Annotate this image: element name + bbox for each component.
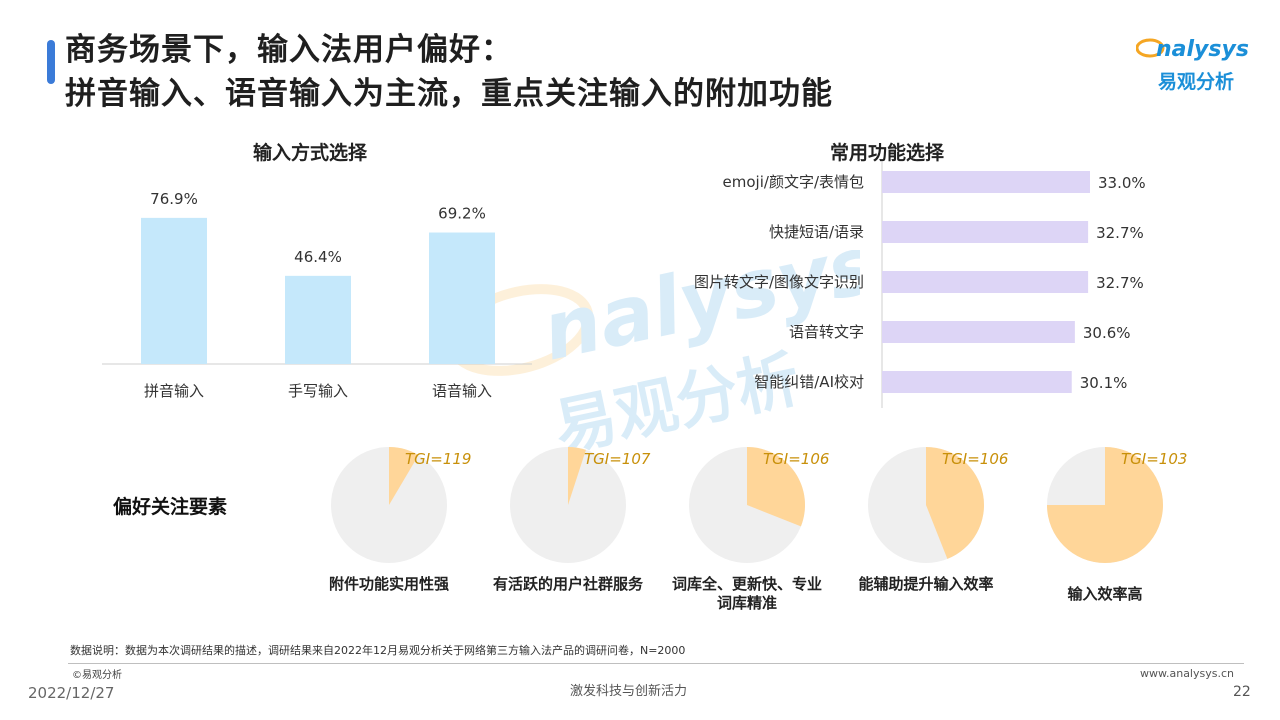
pie-tgi-label-2: TGI=107 <box>584 450 651 468</box>
hbar-category-label-4: 语音转文字 <box>789 323 864 341</box>
hbar-category-label-1: emoji/颜文字/表情包 <box>723 173 864 191</box>
hbar-category-label-3: 图片转文字/图像文字识别 <box>694 273 864 291</box>
input-method-bar-chart: 76.9% 拼音输入 46.4% 手写输入 69.2% 语音输入 <box>102 190 532 400</box>
logo-swoosh-icon <box>1136 38 1165 58</box>
hbar-value-label-4: 30.6% <box>1083 324 1131 342</box>
pie-caption-2: 有活跃的用户社群服务 <box>493 575 644 593</box>
logo-cn-text: 易观分析 <box>1158 70 1234 93</box>
footer-slogan: 激发科技与创新活力 <box>570 684 688 699</box>
hbar-value-label-3: 32.7% <box>1096 274 1144 292</box>
data-footnote: 数据说明：数据为本次调研结果的描述，调研结果来自2022年12月易观分析关于网络… <box>70 644 686 657</box>
bar-3 <box>429 232 495 364</box>
hbar-category-label-5: 智能纠错/AI校对 <box>754 373 864 391</box>
footer-divider <box>68 663 1244 664</box>
footer-brand-text: 易观分析 <box>82 670 122 681</box>
bar-1 <box>141 217 207 364</box>
pie-tgi-label-3: TGI=106 <box>763 450 829 468</box>
page-title-line-1: 商务场景下，输入法用户偏好： <box>65 32 513 68</box>
bar-category-label-3: 语音输入 <box>432 382 492 400</box>
hbar-3 <box>882 271 1089 293</box>
hbar-2 <box>882 221 1089 243</box>
hbar-4 <box>882 321 1075 343</box>
page-number: 22 <box>1233 684 1251 700</box>
footer-date: 2022/12/27 <box>28 684 115 702</box>
pie-caption-4: 能辅助提升输入效率 <box>858 575 994 593</box>
common-features-bar-chart: emoji/颜文字/表情包 33.0% 快捷短语/语录 32.7% 图片转文字/图像文字… <box>694 162 1146 408</box>
bar-category-label-2: 手写输入 <box>288 382 348 400</box>
logo-en-text: nalysys <box>1156 37 1249 62</box>
pie-tgi-label-4: TGI=106 <box>942 450 1008 468</box>
pie-slice-4 <box>926 447 984 559</box>
pie-slice-1 <box>389 447 419 505</box>
pie-caption-3: 词库全、更新快、专业词库精准 <box>672 575 823 612</box>
pie-slice-5 <box>1047 447 1163 563</box>
hbar-1 <box>882 171 1090 193</box>
hbar-5 <box>882 371 1072 393</box>
footer-brand: ©易观分析 <box>72 666 122 681</box>
preference-pie-charts: TGI=119 TGI=107 TGI=106 TGI=106 TGI=103 <box>331 447 1187 563</box>
hbar-value-label-5: 30.1% <box>1080 374 1128 392</box>
title-accent-bar <box>47 40 55 84</box>
hbar-value-label-1: 33.0% <box>1098 174 1146 192</box>
bar-value-label-2: 46.4% <box>294 248 342 266</box>
pie-tgi-label-1: TGI=119 <box>405 450 471 468</box>
bar-category-label-1: 拼音输入 <box>144 382 204 400</box>
bar-value-label-1: 76.9% <box>150 190 198 208</box>
analysys-logo: nalysys 易观分析 <box>1136 37 1249 93</box>
preference-section-title: 偏好关注要素 <box>113 496 228 518</box>
page-title-line-2: 拼音输入、语音输入为主流，重点关注输入的附加功能 <box>65 76 833 112</box>
pie-slice-2 <box>568 447 586 505</box>
chart-title-common-features: 常用功能选择 <box>830 142 945 164</box>
hbar-value-label-2: 32.7% <box>1096 224 1144 242</box>
hbar-category-label-2: 快捷短语/语录 <box>769 223 864 241</box>
pie-caption-1: 附件功能实用性强 <box>328 575 449 593</box>
bar-2 <box>285 275 351 364</box>
footer-site[interactable]: www.analysys.cn <box>1140 667 1234 680</box>
pie-tgi-label-5: TGI=103 <box>1121 450 1187 468</box>
pie-slice-3 <box>747 447 805 527</box>
chart-title-input-method: 输入方式选择 <box>253 142 368 164</box>
copyright-icon: © <box>72 670 82 681</box>
bar-value-label-3: 69.2% <box>438 205 486 223</box>
pie-caption-5: 输入效率高 <box>1067 585 1143 603</box>
